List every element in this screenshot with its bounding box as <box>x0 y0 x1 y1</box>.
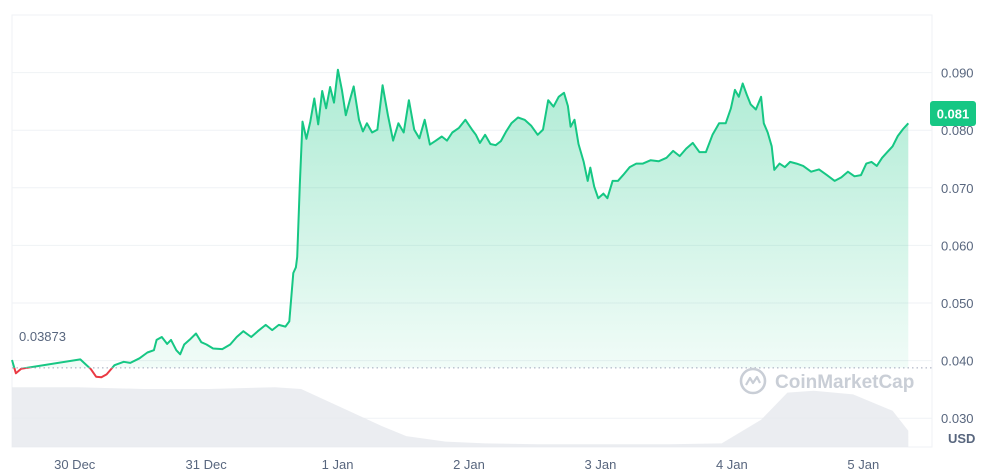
y-tick-label: 0.040 <box>941 354 974 369</box>
x-tick-label: 2 Jan <box>453 457 485 472</box>
x-axis: 30 Dec 31 Dec 1 Jan 2 Jan 3 Jan 4 Jan 5 Jan <box>54 457 879 472</box>
price-area-fill <box>12 69 909 368</box>
x-tick-label: 3 Jan <box>585 457 617 472</box>
current-price-label: 0.081 <box>937 107 970 122</box>
y-tick-label: 0.030 <box>941 411 974 426</box>
volume-area <box>12 387 909 447</box>
price-line-up <box>11 68 910 368</box>
watermark: CoinMarketCap <box>739 367 914 395</box>
current-price-badge: 0.081 <box>930 101 976 126</box>
y-axis: 0.090 0.080 0.070 0.060 0.050 0.040 0.030 <box>941 66 974 427</box>
x-tick-label: 30 Dec <box>54 457 96 472</box>
currency-label: USD <box>948 431 975 446</box>
y-tick-label: 0.060 <box>941 238 974 253</box>
x-tick-label: 31 Dec <box>186 457 228 472</box>
coinmarketcap-logo-icon <box>739 367 767 395</box>
y-tick-label: 0.090 <box>941 66 974 81</box>
start-price-label: 0.03873 <box>19 329 66 344</box>
price-area <box>12 69 909 368</box>
y-tick-label: 0.070 <box>941 181 974 196</box>
x-tick-label: 5 Jan <box>847 457 879 472</box>
y-tick-label: 0.050 <box>941 296 974 311</box>
x-tick-label: 1 Jan <box>322 457 354 472</box>
x-tick-label: 4 Jan <box>716 457 748 472</box>
volume-shape <box>12 387 909 447</box>
svg-text:CoinMarketCap: CoinMarketCap <box>775 372 914 393</box>
price-line <box>11 68 910 379</box>
y-tick-label: 0.080 <box>941 123 974 138</box>
